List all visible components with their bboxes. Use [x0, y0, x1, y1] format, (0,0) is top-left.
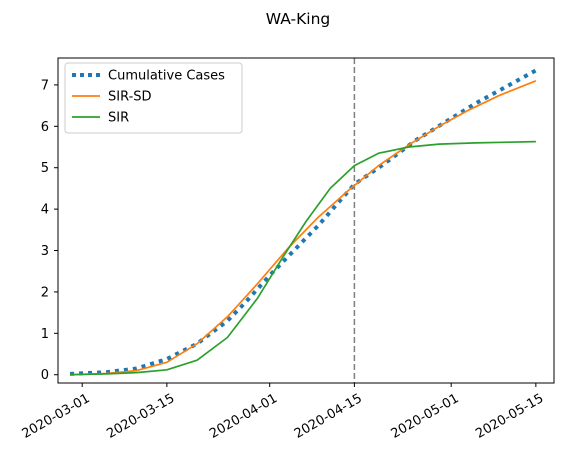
y-tick-label: 2: [41, 285, 49, 300]
legend: Cumulative Cases SIR-SD SIR: [64, 62, 243, 134]
x-tick-label: 2020-04-01: [207, 391, 280, 442]
series-line-sir: [70, 140, 536, 376]
y-tick-label: 1: [41, 327, 49, 342]
y-tick-label: 5: [41, 161, 49, 176]
chart-title: WA-King: [266, 10, 330, 28]
plot-series: [70, 58, 537, 383]
x-tick-label: 2020-04-15: [292, 391, 365, 442]
x-tick-label: 2020-05-15: [473, 391, 546, 442]
y-tick-label: 0: [41, 368, 49, 383]
x-tick-label: 2020-03-15: [104, 391, 177, 442]
x-tick-label: 2020-03-01: [20, 391, 93, 442]
y-axis: 0 1 2 3 4 5 6 7: [41, 78, 58, 383]
y-tick-label: 3: [41, 244, 49, 259]
x-tick-label: 2020-05-01: [389, 391, 462, 442]
y-tick-label: 7: [41, 78, 49, 93]
legend-label-cumulative-cases: Cumulative Cases: [108, 69, 225, 84]
legend-label-sir: SIR: [108, 111, 129, 126]
series-line-sir-sd: [70, 80, 537, 376]
series-line-cumulative-cases: [70, 68, 537, 376]
y-tick-label: 6: [41, 120, 49, 135]
legend-label-sir-sd: SIR-SD: [108, 90, 152, 105]
plot-frame: [57, 57, 555, 384]
y-tick-label: 4: [41, 203, 49, 218]
x-axis: 2020-03-01 2020-03-15 2020-04-01 2020-04-15…: [20, 383, 546, 442]
legend-box: [64, 62, 243, 134]
